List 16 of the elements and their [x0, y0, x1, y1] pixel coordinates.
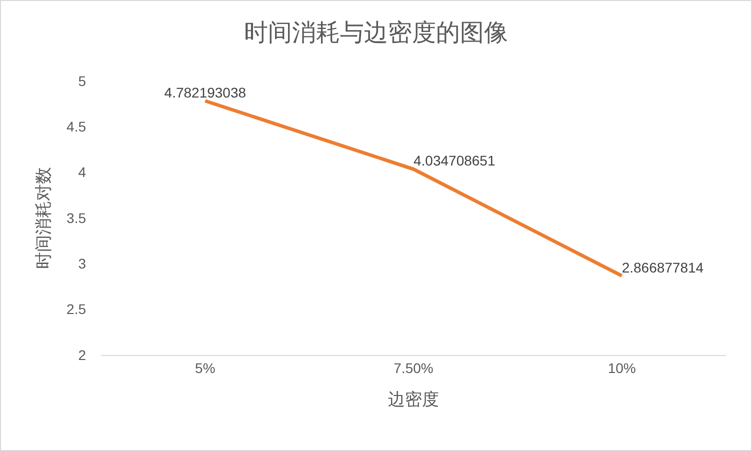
- data-label: 4.782193038: [164, 84, 246, 100]
- x-tick-label: 5%: [195, 360, 216, 376]
- y-tick-label: 2.5: [66, 301, 86, 318]
- y-tick-label: 3.5: [66, 210, 86, 226]
- y-tick-label: 4.5: [66, 118, 86, 135]
- x-tick-label: 10%: [608, 360, 636, 376]
- data-label: 2.866877814: [622, 259, 704, 276]
- y-tick-label: 4: [78, 164, 86, 180]
- y-tick-label: 2: [78, 346, 86, 363]
- y-tick-label: 5: [78, 72, 86, 89]
- x-tick-label: 7.50%: [394, 360, 434, 376]
- y-tick-label: 3: [78, 256, 86, 272]
- x-axis-title: 边密度: [388, 390, 439, 410]
- y-axis-title: 时间消耗对数: [34, 167, 54, 269]
- data-label: 4.034708651: [414, 152, 496, 169]
- chart-title: 时间消耗与边密度的图像: [244, 19, 508, 46]
